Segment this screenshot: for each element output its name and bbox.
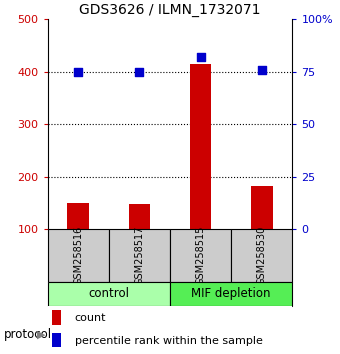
Point — [198, 55, 203, 60]
Text: GSM258516: GSM258516 — [73, 226, 83, 285]
Text: ▶: ▶ — [37, 330, 46, 339]
Bar — [190, 64, 211, 229]
FancyBboxPatch shape — [109, 229, 170, 282]
Bar — [52, 310, 61, 325]
Text: control: control — [88, 287, 129, 301]
Point — [259, 67, 265, 73]
Bar — [129, 204, 150, 229]
Text: GSM258530: GSM258530 — [257, 226, 267, 285]
Title: GDS3626 / ILMN_1732071: GDS3626 / ILMN_1732071 — [79, 3, 261, 17]
Text: percentile rank within the sample: percentile rank within the sample — [74, 336, 262, 346]
Text: protocol: protocol — [3, 328, 52, 341]
Bar — [68, 203, 89, 229]
Text: count: count — [74, 314, 106, 324]
FancyBboxPatch shape — [170, 229, 231, 282]
Text: GSM258515: GSM258515 — [195, 226, 206, 285]
FancyBboxPatch shape — [231, 229, 292, 282]
Point — [75, 69, 81, 75]
Text: MIF depletion: MIF depletion — [191, 287, 271, 301]
FancyBboxPatch shape — [48, 282, 170, 306]
FancyBboxPatch shape — [170, 282, 292, 306]
Bar — [52, 333, 61, 347]
FancyBboxPatch shape — [48, 229, 109, 282]
Bar — [251, 186, 273, 229]
Point — [137, 69, 142, 75]
Text: GSM258517: GSM258517 — [134, 226, 144, 285]
